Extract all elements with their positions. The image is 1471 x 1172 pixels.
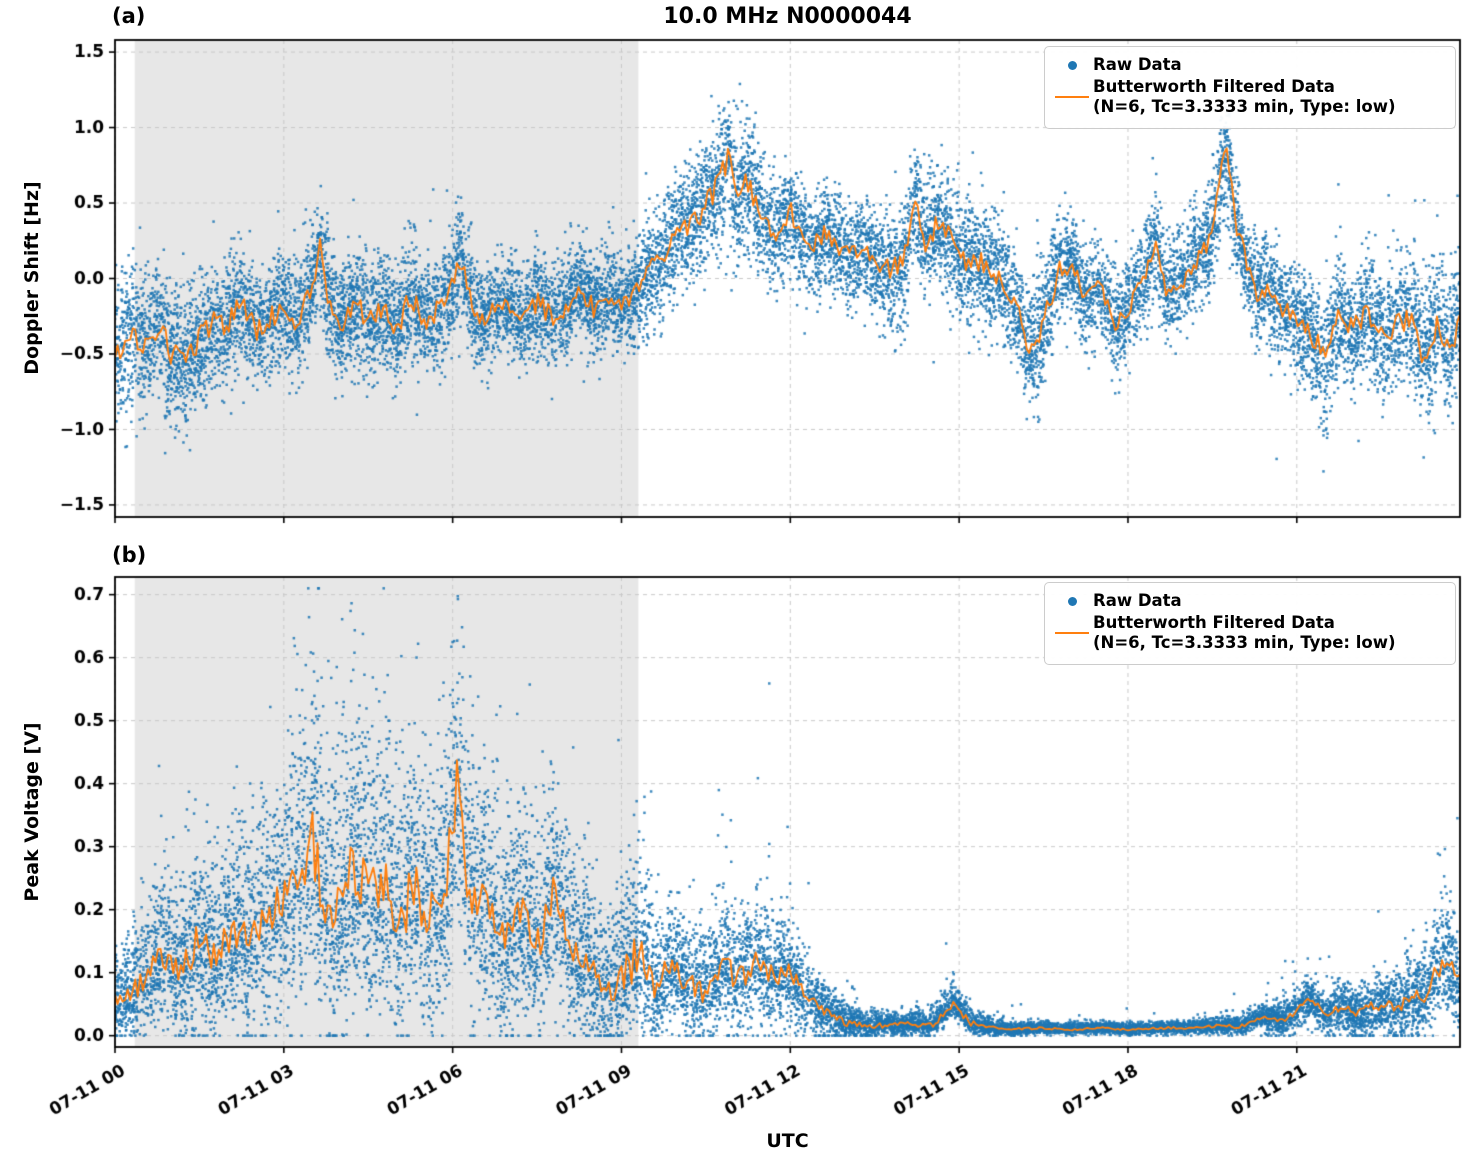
- filtered-line-icon: [1051, 96, 1093, 99]
- raw-data-marker-icon: [1051, 60, 1093, 70]
- legend-filtered-label-line2: (N=6, Tc=3.3333 min, Type: low): [1093, 633, 1396, 653]
- x-axis-label: UTC: [766, 1130, 809, 1152]
- panel-b-label: (b): [112, 543, 147, 567]
- legend-filtered-label-line1: Butterworth Filtered Data: [1093, 76, 1335, 96]
- legend-filtered-row: Butterworth Filtered Data (N=6, Tc=3.333…: [1051, 77, 1445, 118]
- filtered-line-icon: [1051, 632, 1093, 635]
- panel-b-legend: Raw Data Butterworth Filtered Data (N=6,…: [1044, 582, 1456, 665]
- panel-a-label: (a): [112, 4, 146, 28]
- legend-raw-label: Raw Data: [1093, 591, 1182, 610]
- legend-filtered-label: Butterworth Filtered Data (N=6, Tc=3.333…: [1093, 613, 1396, 654]
- legend-filtered-label-line1: Butterworth Filtered Data: [1093, 612, 1335, 632]
- legend-filtered-label: Butterworth Filtered Data (N=6, Tc=3.333…: [1093, 77, 1396, 118]
- chart-title: 10.0 MHz N0000044: [663, 4, 912, 29]
- legend-raw-row: Raw Data: [1051, 55, 1445, 76]
- panel-a-legend: Raw Data Butterworth Filtered Data (N=6,…: [1044, 46, 1456, 129]
- legend-filtered-label-line2: (N=6, Tc=3.3333 min, Type: low): [1093, 97, 1396, 117]
- panel-b-ylabel: Peak Voltage [V]: [21, 722, 43, 902]
- raw-data-marker-icon: [1051, 596, 1093, 606]
- legend-raw-row: Raw Data: [1051, 591, 1445, 612]
- legend-filtered-row: Butterworth Filtered Data (N=6, Tc=3.333…: [1051, 613, 1445, 654]
- panel-a-ylabel: Doppler Shift [Hz]: [21, 181, 43, 375]
- legend-raw-label: Raw Data: [1093, 55, 1182, 74]
